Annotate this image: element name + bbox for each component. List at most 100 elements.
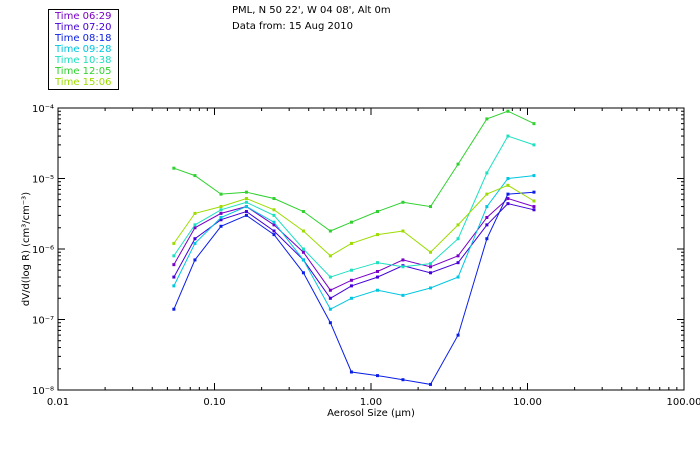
legend-item: Time 12:05: [55, 66, 112, 77]
data-point: [532, 205, 536, 209]
legend-item: Time 09:28: [55, 44, 112, 55]
data-point: [506, 197, 510, 201]
data-point: [193, 237, 197, 241]
data-point: [301, 271, 305, 275]
series-time-12-05: [172, 109, 536, 233]
data-point: [456, 261, 460, 265]
data-point: [193, 223, 197, 227]
data-point: [532, 190, 536, 194]
data-point: [401, 200, 405, 204]
data-point: [349, 278, 353, 282]
data-point: [429, 205, 433, 209]
legend-item: Time 07:20: [55, 22, 112, 33]
data-point: [193, 241, 197, 245]
data-point: [375, 288, 379, 292]
data-point: [456, 275, 460, 279]
data-point: [328, 229, 332, 233]
data-point: [301, 210, 305, 214]
data-point: [219, 211, 223, 215]
legend-item: Time 10:38: [55, 55, 112, 66]
data-point: [429, 250, 433, 254]
x-tick-label: 1.00: [360, 397, 382, 408]
data-point: [272, 213, 276, 217]
data-point: [328, 288, 332, 292]
data-point: [349, 284, 353, 288]
data-point: [532, 174, 536, 178]
data-point: [349, 268, 353, 272]
data-point: [193, 211, 197, 215]
data-point: [485, 117, 489, 121]
data-point: [532, 208, 536, 212]
data-point: [401, 265, 405, 269]
data-point: [401, 229, 405, 233]
series-layer: [172, 109, 536, 386]
chart-title: PML, N 50 22', W 04 08', Alt 0m: [232, 5, 391, 16]
data-point: [244, 213, 248, 217]
data-point: [328, 254, 332, 258]
series-time-08-18: [172, 190, 536, 386]
y-tick-label: 10⁻⁴: [32, 104, 54, 115]
data-point: [485, 215, 489, 219]
data-point: [375, 233, 379, 237]
x-axis-label: Aerosol Size (μm): [327, 408, 415, 419]
x-tick-label: 0.01: [47, 397, 69, 408]
data-point: [328, 275, 332, 279]
data-point: [272, 229, 276, 233]
data-point: [244, 190, 248, 194]
data-point: [349, 296, 353, 300]
data-point: [349, 220, 353, 224]
data-point: [328, 321, 332, 325]
data-point: [328, 307, 332, 311]
data-point: [532, 122, 536, 126]
data-point: [172, 254, 176, 258]
data-point: [485, 205, 489, 209]
y-axis-label: dV/d(log R) (cm³/cm⁻³): [21, 192, 32, 306]
series-line: [173, 197, 535, 291]
y-axis: 10⁻⁸ 10⁻⁷ 10⁻⁶ 10⁻⁵ 10⁻⁴: [32, 104, 684, 397]
data-point: [219, 224, 223, 228]
data-point: [456, 162, 460, 166]
data-point: [193, 226, 197, 230]
data-point: [401, 293, 405, 297]
data-point: [375, 269, 379, 273]
data-point: [301, 229, 305, 233]
data-point: [401, 258, 405, 262]
data-point: [401, 378, 405, 382]
data-point: [506, 183, 510, 187]
data-point: [301, 258, 305, 262]
data-point: [272, 233, 276, 237]
data-point: [272, 208, 276, 212]
x-tick-label: 10.00: [513, 397, 542, 408]
data-point: [429, 262, 433, 266]
series-line: [173, 184, 535, 257]
series-time-09-28: [172, 174, 536, 311]
series-time-10-38: [172, 134, 536, 279]
plot-frame: [57, 107, 685, 391]
data-point: [172, 284, 176, 288]
data-point: [456, 237, 460, 241]
data-point: [193, 258, 197, 262]
data-point: [172, 307, 176, 311]
data-point: [193, 174, 197, 178]
series-time-07-20: [172, 202, 536, 300]
data-point: [244, 197, 248, 201]
data-point: [485, 171, 489, 175]
data-point: [506, 134, 510, 138]
y-tick-label: 10⁻⁷: [32, 316, 54, 327]
data-point: [244, 210, 248, 214]
data-point: [429, 271, 433, 275]
data-point: [272, 220, 276, 224]
series-time-06-29: [172, 197, 536, 292]
x-axis: 0.01 0.10 1.00 10.00 100.00: [47, 108, 700, 408]
data-point: [485, 237, 489, 241]
legend: Time 06:29 Time 07:20 Time 08:18 Time 09…: [48, 9, 119, 90]
data-point: [328, 296, 332, 300]
data-point: [506, 202, 510, 206]
x-tick-label: 100.00: [667, 397, 700, 408]
data-point: [172, 166, 176, 170]
chart-subtitle: Data from: 15 Aug 2010: [232, 21, 353, 32]
data-point: [219, 205, 223, 209]
series-line: [173, 135, 535, 278]
data-point: [375, 275, 379, 279]
